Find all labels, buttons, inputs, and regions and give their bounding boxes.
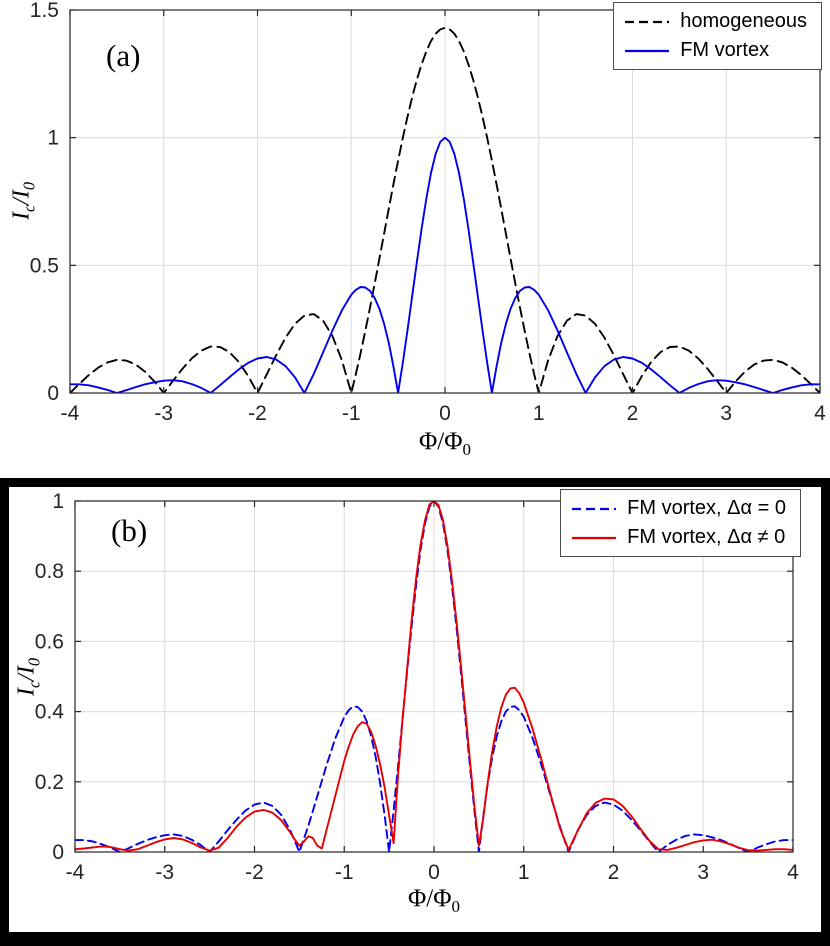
panel-b-letter: (b) <box>111 513 148 548</box>
panel-b-legend: FM vortex, Δα = 0 FM vortex, Δα ≠ 0 <box>560 489 801 557</box>
panel-a-y-axis-label: Ic/I0 <box>9 182 40 220</box>
legend-item: FM vortex <box>624 36 807 65</box>
y-tick-label: 0.8 <box>35 560 64 583</box>
ylabel-base: I <box>8 212 35 221</box>
series-group <box>75 501 793 852</box>
x-tick-label: 2 <box>608 861 620 884</box>
xlabel-sub: 0 <box>462 440 472 459</box>
y-tick-label: 0.4 <box>35 701 65 724</box>
legend-label: homogeneous <box>680 10 807 32</box>
legend-item: FM vortex, Δα ≠ 0 <box>571 523 786 552</box>
tick-marks <box>69 9 821 394</box>
panel-b: -4 -3 -2 -1 0 1 2 3 4 0 0.2 0.4 0.6 0.8 1 (b) Ic/I0 Φ/… <box>9 487 821 932</box>
panel-a-letter: (a) <box>106 38 141 73</box>
y-tick-label: 0.6 <box>35 630 64 653</box>
tick-marks <box>74 500 794 853</box>
y-tick-label: 0.2 <box>35 771 64 794</box>
legend-line-sample-svg <box>625 49 670 52</box>
series-group <box>70 26 820 393</box>
ylabel-base: /I <box>8 190 35 205</box>
y-tick-label: 0 <box>47 382 59 405</box>
y-tick-label: 1.5 <box>30 0 59 22</box>
x-tick-label: -4 <box>66 861 85 884</box>
y-tick-label: 1 <box>47 127 59 150</box>
panel-b-x-axis-label: Φ/Φ0 <box>408 885 460 917</box>
ylabel-sub: 0 <box>24 657 44 667</box>
ylabel-base: /I <box>13 666 40 681</box>
legend-item: FM vortex, Δα = 0 <box>571 494 786 523</box>
legend-label: FM vortex <box>680 39 770 61</box>
ylabel-base: I <box>13 688 40 697</box>
y-tick-label: 1 <box>52 490 64 513</box>
x-tick-label: 4 <box>787 861 799 884</box>
x-tick-label: 2 <box>627 402 639 425</box>
series-line-homogeneous <box>70 26 820 393</box>
ylabel-sub: 0 <box>19 181 39 191</box>
panel-a-x-axis-label: Φ/Φ0 <box>419 428 471 460</box>
x-tick-label: 1 <box>533 402 545 425</box>
x-tick-label: 0 <box>439 402 451 425</box>
x-tick-label: 3 <box>697 861 709 884</box>
xlabel-sub: 0 <box>451 897 461 916</box>
xlabel-base: Φ/Φ <box>419 428 463 455</box>
x-tick-label: -4 <box>61 402 80 425</box>
xlabel-base: Φ/Φ <box>408 885 452 912</box>
x-tick-label: 1 <box>518 861 530 884</box>
panel-a-legend: homogeneous FM vortex <box>613 2 822 70</box>
x-tick-label: 3 <box>720 402 732 425</box>
x-tick-label: -3 <box>155 861 174 884</box>
x-tick-label: 4 <box>814 402 826 425</box>
legend-line-sample-svg <box>625 20 670 23</box>
panel-a: -4 -3 -2 -1 0 1 2 3 4 0 0.5 1 1.5 (a) Ic/I0 Φ/Φ0 hom… <box>8 0 827 460</box>
legend-line-sample-svg <box>572 507 617 510</box>
x-tick-label: 0 <box>428 861 440 884</box>
series-line-fm-vortex <box>70 136 820 393</box>
legend-item: homogeneous <box>624 7 807 36</box>
x-tick-label: -2 <box>248 402 267 425</box>
series-line-fm-vortex-0 <box>75 501 793 852</box>
legend-label: FM vortex, Δα ≠ 0 <box>627 526 786 548</box>
ylabel-sub: c <box>19 204 39 213</box>
x-tick-label: -2 <box>245 861 264 884</box>
y-tick-label: 0 <box>52 841 64 864</box>
panel-b-frame: -4 -3 -2 -1 0 1 2 3 4 0 0.2 0.4 0.6 0.8 1 (b) Ic/I0 Φ/… <box>0 478 830 946</box>
y-tick-label: 0.5 <box>30 254 59 277</box>
x-tick-label: -3 <box>154 402 173 425</box>
ylabel-sub: c <box>24 680 44 689</box>
legend-label: FM vortex, Δα = 0 <box>627 497 786 519</box>
x-tick-label: -1 <box>342 402 361 425</box>
legend-line-sample-svg <box>572 536 617 539</box>
panel-b-y-axis-label: Ic/I0 <box>14 658 45 696</box>
x-tick-label: -1 <box>335 861 354 884</box>
